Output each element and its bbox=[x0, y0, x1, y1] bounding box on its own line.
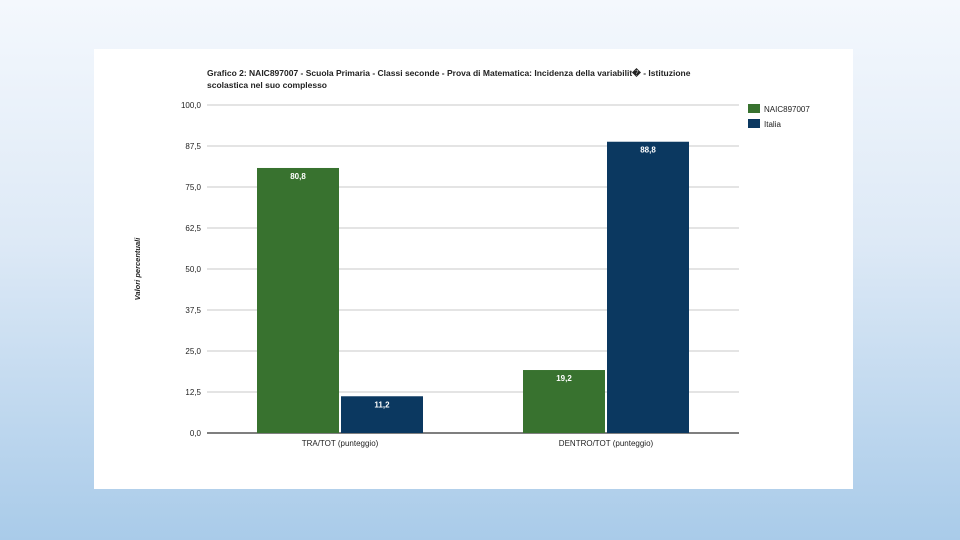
y-tick-label: 25,0 bbox=[185, 347, 201, 356]
bar bbox=[341, 396, 423, 433]
bars bbox=[257, 141, 689, 433]
y-tick-label: 87,5 bbox=[185, 142, 201, 151]
y-tick-label: 62,5 bbox=[185, 224, 201, 233]
y-tick-label: 0,0 bbox=[190, 429, 202, 438]
data-label: 88,8 bbox=[640, 146, 656, 155]
data-label: 11,2 bbox=[374, 400, 390, 409]
y-tick-label: 37,5 bbox=[185, 306, 201, 315]
labels: 0,0 12,5 25,0 37,5 50,0 62,5 75,0 87,5 100,0 80,8… bbox=[181, 101, 656, 448]
data-label: 19,2 bbox=[556, 374, 572, 383]
data-label: 80,8 bbox=[290, 172, 306, 181]
legend-label: NAIC897007 bbox=[764, 105, 810, 114]
x-tick-label: TRA/TOT (punteggio) bbox=[302, 439, 379, 448]
chart-card: Grafico 2: NAIC897007 - Scuola Primaria … bbox=[94, 49, 853, 489]
bar bbox=[257, 167, 339, 433]
y-tick-label: 12,5 bbox=[185, 388, 201, 397]
bar-chart: 0,0 12,5 25,0 37,5 50,0 62,5 75,0 87,5 100,0 80,8… bbox=[133, 101, 810, 448]
x-tick-label: DENTRO/TOT (punteggio) bbox=[559, 439, 654, 448]
chart-title: Grafico 2: NAIC897007 - Scuola Primaria … bbox=[207, 68, 691, 90]
legend-swatch bbox=[748, 119, 760, 128]
y-tick-label: 50,0 bbox=[185, 265, 201, 274]
y-tick-label: 100,0 bbox=[181, 101, 202, 110]
legend: NAIC897007 Italia bbox=[748, 104, 810, 129]
y-axis-label: Valori percentuali bbox=[133, 237, 142, 301]
bar bbox=[523, 370, 605, 433]
bar bbox=[607, 141, 689, 433]
legend-label: Italia bbox=[764, 120, 781, 129]
y-tick-label: 75,0 bbox=[185, 183, 201, 192]
legend-swatch bbox=[748, 104, 760, 113]
